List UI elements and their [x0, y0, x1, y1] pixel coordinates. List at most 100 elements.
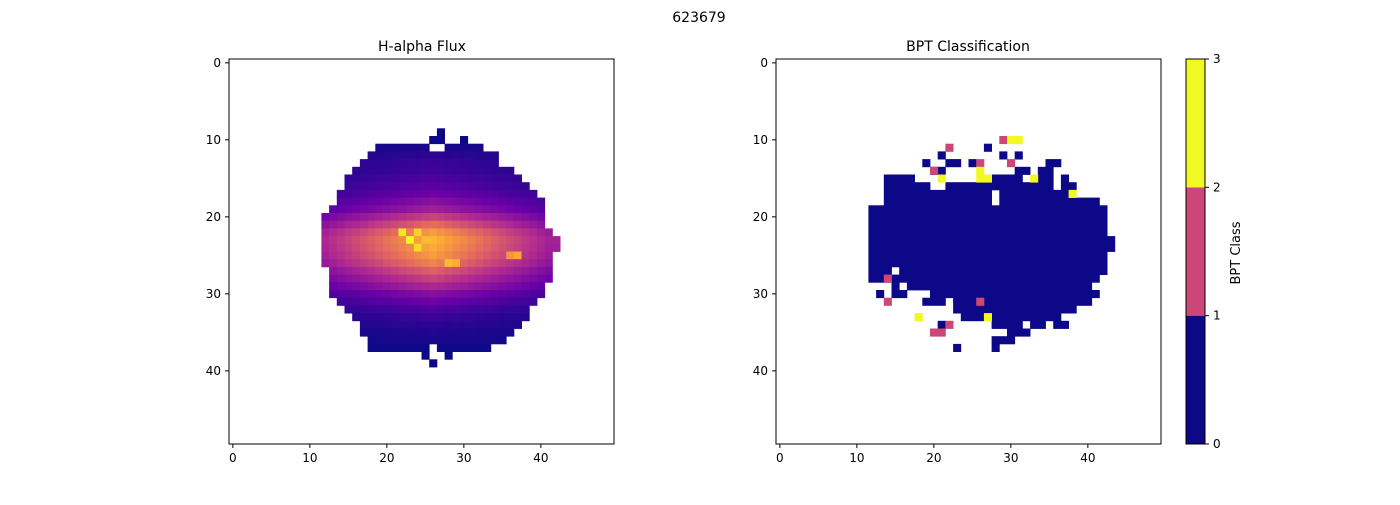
bpt-cell — [906, 266, 915, 275]
colorbar-tick-label: 3 — [1213, 52, 1221, 66]
bpt-cell — [976, 290, 985, 299]
flux-cell — [398, 297, 407, 306]
flux-cell — [460, 320, 469, 329]
flux-cell — [421, 274, 430, 283]
bpt-cell — [991, 290, 1000, 299]
flux-cell — [383, 266, 392, 275]
bpt-cell — [1060, 182, 1069, 191]
bpt-cell — [968, 243, 977, 252]
flux-cell — [537, 251, 546, 260]
flux-cell — [483, 220, 492, 229]
flux-cell — [383, 166, 392, 175]
bpt-cell — [953, 282, 962, 291]
flux-cell — [413, 313, 422, 322]
flux-cell — [413, 297, 422, 306]
bpt-cell — [983, 282, 992, 291]
flux-cell — [383, 159, 392, 168]
flux-cell — [367, 251, 376, 260]
flux-cell — [475, 259, 484, 268]
bpt-cell — [960, 182, 969, 191]
bpt-cell — [991, 266, 1000, 275]
bpt-cell — [1076, 297, 1085, 306]
bpt-cell — [906, 197, 915, 206]
bpt-cell — [922, 266, 931, 275]
bpt-cell — [906, 228, 915, 237]
bpt-cell — [1068, 228, 1077, 237]
flux-cell — [467, 228, 476, 237]
flux-cell — [421, 320, 430, 329]
flux-cell — [398, 228, 407, 237]
flux-cell — [359, 328, 368, 337]
flux-cell — [336, 266, 345, 275]
flux-cell — [521, 236, 530, 245]
flux-cell — [398, 236, 407, 245]
flux-cell — [421, 205, 430, 214]
bpt-cell — [1007, 313, 1016, 322]
bpt-cell — [922, 228, 931, 237]
bpt-cell — [1045, 189, 1054, 198]
flux-cell — [390, 297, 399, 306]
flux-cell — [467, 328, 476, 337]
flux-cell — [406, 182, 415, 191]
bpt-cell — [1084, 243, 1093, 252]
bpt-cell — [976, 274, 985, 283]
bpt-cell — [1068, 282, 1077, 291]
bpt-cell — [953, 259, 962, 268]
flux-cell — [390, 243, 399, 252]
bpt-cell — [999, 266, 1008, 275]
bpt-cell — [1022, 213, 1031, 222]
bpt-cell — [1045, 251, 1054, 260]
bpt-cell — [1022, 197, 1031, 206]
flux-cell — [452, 328, 461, 337]
bpt-cell — [1060, 259, 1069, 268]
flux-cell — [413, 182, 422, 191]
bpt-colorbar: 0 1 2 3 — [1185, 52, 1221, 451]
bpt-cell — [930, 166, 939, 175]
flux-cell — [460, 236, 469, 245]
flux-cell — [359, 205, 368, 214]
flux-cell — [375, 320, 384, 329]
flux-cell — [429, 305, 438, 314]
bpt-cell — [868, 266, 877, 275]
flux-cell — [537, 274, 546, 283]
flux-cell — [460, 290, 469, 299]
bpt-cell — [1007, 136, 1016, 145]
flux-cell — [406, 205, 415, 214]
bpt-cell — [945, 282, 954, 291]
flux-cell — [506, 189, 515, 198]
flux-cell — [383, 205, 392, 214]
bpt-cell — [930, 189, 939, 198]
flux-cell — [452, 143, 461, 152]
bpt-cell — [922, 274, 931, 283]
flux-cell — [329, 228, 338, 237]
flux-cell — [390, 336, 399, 345]
flux-cell — [467, 336, 476, 345]
flux-cell — [483, 343, 492, 352]
bpt-cell — [1022, 251, 1031, 260]
bpt-cell — [983, 213, 992, 222]
flux-cell — [475, 151, 484, 160]
bpt-cell — [899, 236, 908, 245]
flux-cell — [429, 313, 438, 322]
bpt-cell — [983, 220, 992, 229]
flux-cell — [367, 343, 376, 352]
bpt-cell — [1068, 251, 1077, 260]
flux-cell — [521, 297, 530, 306]
bpt-cell — [891, 182, 900, 191]
bpt-cell — [876, 274, 885, 283]
bpt-cell — [891, 220, 900, 229]
flux-cell — [490, 151, 499, 160]
flux-cell — [521, 182, 530, 191]
bpt-cell — [930, 243, 939, 252]
flux-cell — [506, 251, 515, 260]
flux-cell — [452, 182, 461, 191]
flux-cell — [383, 259, 392, 268]
flux-cell — [467, 213, 476, 222]
x-tick-label: 20 — [379, 451, 394, 465]
flux-cell — [444, 328, 453, 337]
bpt-cell — [945, 236, 954, 245]
bpt-cell — [991, 320, 1000, 329]
bpt-cell — [983, 236, 992, 245]
bpt-cell — [960, 259, 969, 268]
flux-cell — [367, 228, 376, 237]
